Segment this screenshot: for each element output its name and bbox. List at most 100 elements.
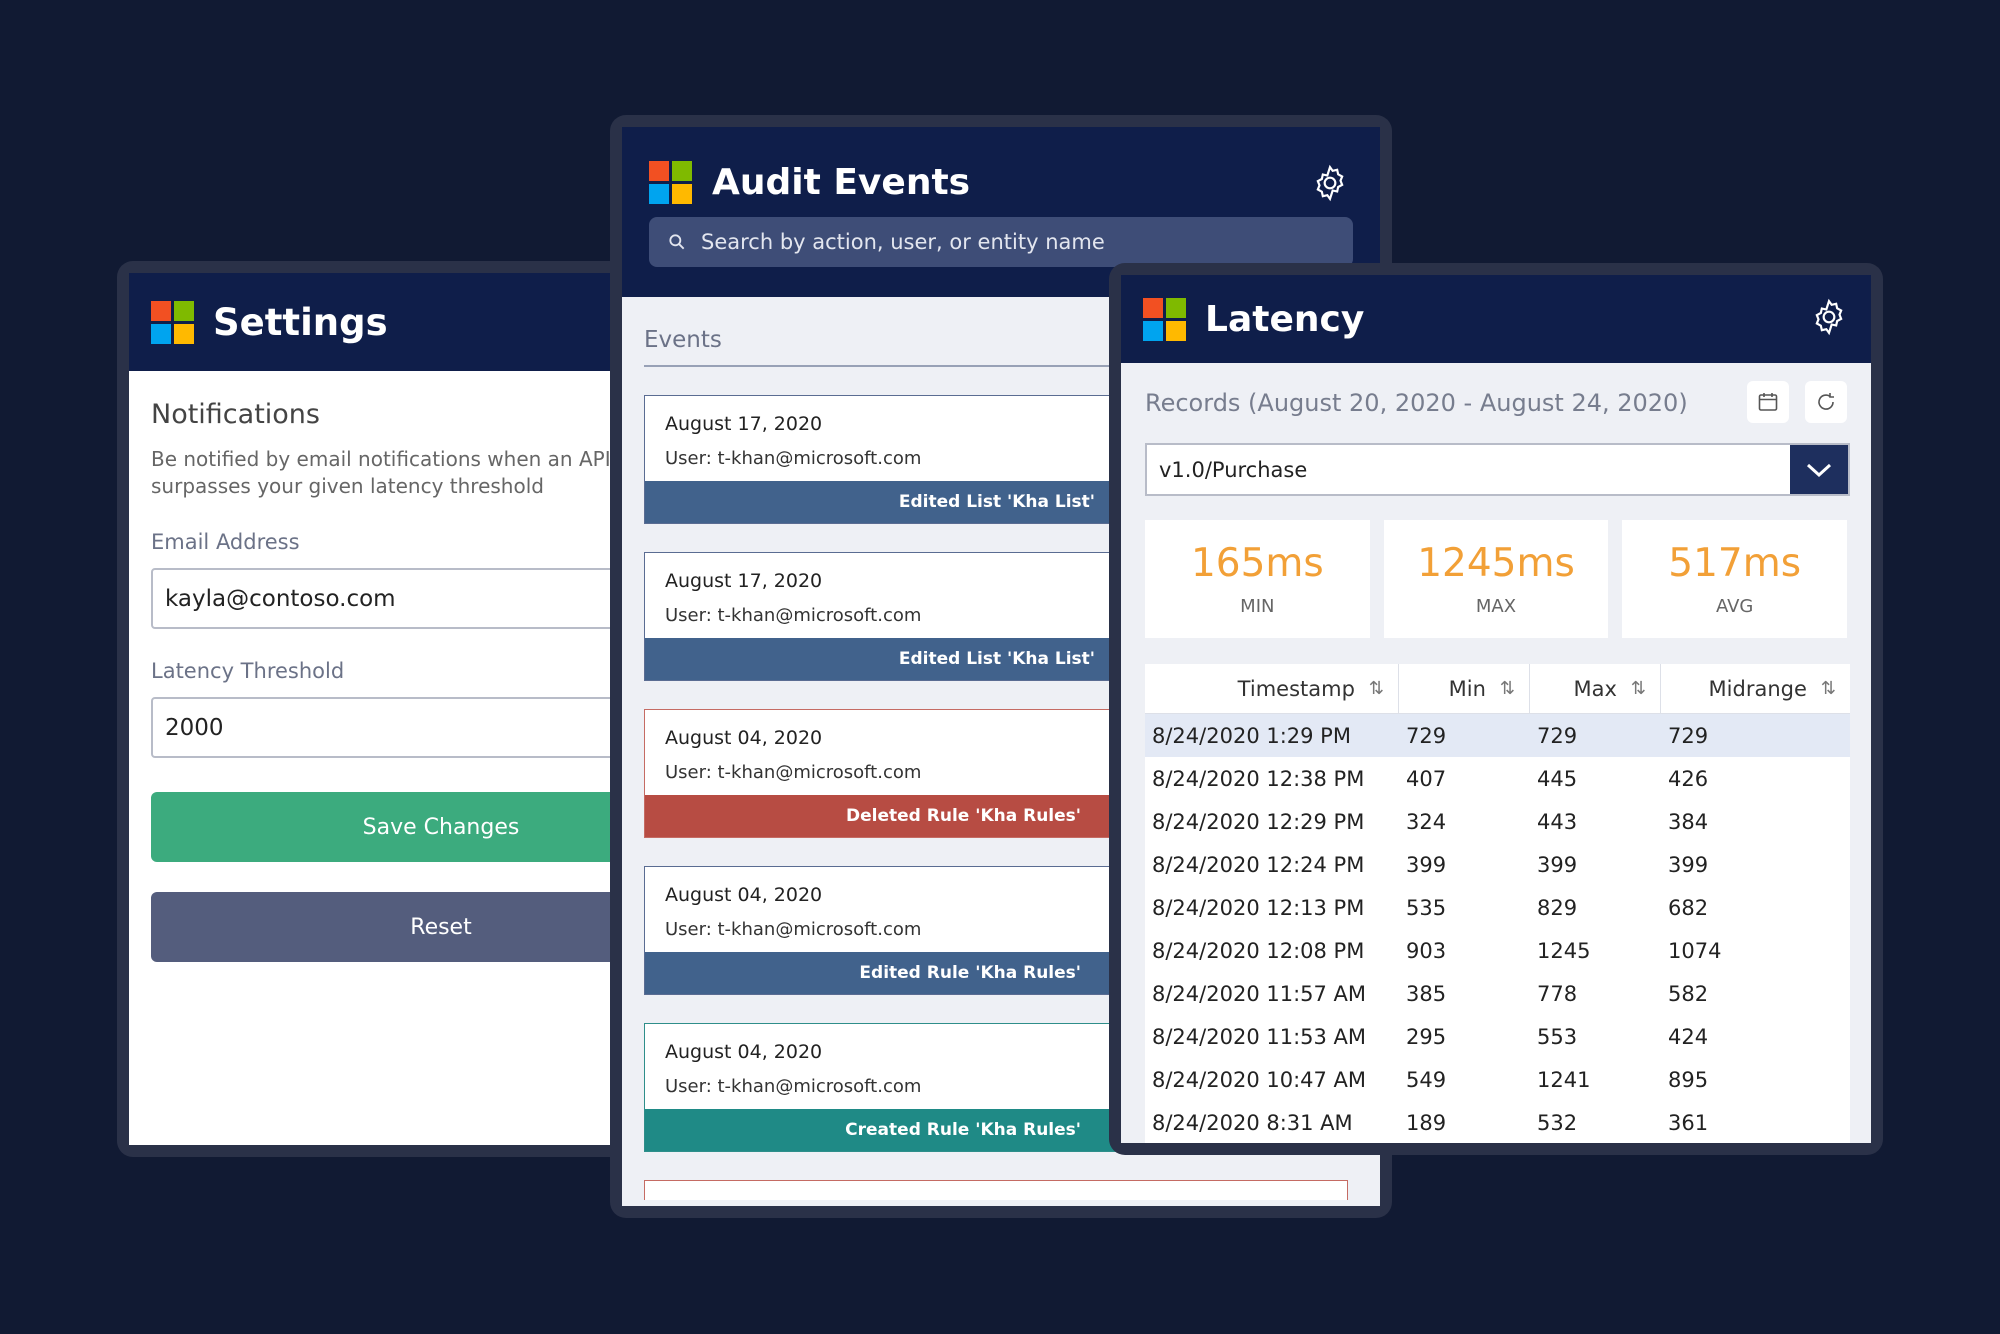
event-user: User: t-khan@microsoft.com <box>665 605 922 626</box>
table-cell: 424 <box>1668 1024 1709 1049</box>
email-field[interactable]: kayla@contoso.com <box>151 568 671 629</box>
search-placeholder: Search by action, user, or entity name <box>701 230 1105 254</box>
search-icon <box>669 234 685 250</box>
table-row[interactable]: 8/24/2020 12:13 PM 535 829 682 <box>1145 886 1850 929</box>
stat-label: MIN <box>1240 596 1275 617</box>
event-user: User: t-khan@microsoft.com <box>665 762 922 783</box>
table-header: Timestamp ⇅ Min ⇅ Max ⇅ Midrange ⇅ <box>1145 664 1850 714</box>
stat-min: 165ms MIN <box>1145 520 1370 638</box>
table-cell: 295 <box>1406 1024 1447 1049</box>
stat-label: MAX <box>1475 596 1517 617</box>
table-cell: 189 <box>1406 1110 1447 1135</box>
table-cell: 8/24/2020 8:31 AM <box>1152 1110 1353 1135</box>
table-cell: 445 <box>1537 766 1578 791</box>
table-cell: 895 <box>1668 1067 1709 1092</box>
table-cell: 1074 <box>1668 938 1722 963</box>
refresh-icon[interactable] <box>1805 381 1847 423</box>
latency-table: Timestamp ⇅ Min ⇅ Max ⇅ Midrange ⇅ 8/24/2020… <box>1145 664 1850 1143</box>
latency-body: Records (August 20, 2020 - August 24, 20… <box>1121 363 1871 1143</box>
event-card-partial <box>644 1180 1348 1200</box>
table-cell: 582 <box>1668 981 1709 1006</box>
stat-avg: 517ms AVG <box>1622 520 1848 638</box>
microsoft-logo-icon <box>1143 297 1186 341</box>
table-cell: 682 <box>1668 895 1709 920</box>
events-heading: Events <box>644 297 1144 367</box>
sort-icon: ⇅ <box>1368 678 1384 699</box>
table-cell: 426 <box>1668 766 1709 791</box>
table-cell: 903 <box>1406 938 1447 963</box>
gear-icon[interactable] <box>1809 297 1849 341</box>
chevron-down-icon[interactable] <box>1790 445 1848 494</box>
table-cell: 385 <box>1406 981 1447 1006</box>
table-cell: 8/24/2020 12:29 PM <box>1152 809 1365 834</box>
stat-max: 1245ms MAX <box>1383 520 1609 638</box>
search-input[interactable]: Search by action, user, or entity name <box>649 217 1353 267</box>
stat-value: 517ms <box>1668 541 1802 586</box>
table-cell: 443 <box>1537 809 1578 834</box>
microsoft-logo-icon <box>151 300 194 344</box>
table-cell: 8/24/2020 10:47 AM <box>1152 1067 1367 1092</box>
column-header-timestamp[interactable]: Timestamp ⇅ <box>1145 664 1399 713</box>
latency-header: Latency <box>1121 275 1871 363</box>
event-date: August 04, 2020 <box>665 727 823 749</box>
event-date: August 04, 2020 <box>665 1041 823 1063</box>
table-row[interactable]: 8/24/2020 11:57 AM 385 778 582 <box>1145 972 1850 1015</box>
stat-label: AVG <box>1715 596 1754 617</box>
notifications-heading: Notifications <box>151 399 320 430</box>
table-cell: 407 <box>1406 766 1447 791</box>
table-row[interactable]: 8/24/2020 12:08 PM 903 1245 1074 <box>1145 929 1850 972</box>
table-cell: 729 <box>1668 723 1709 748</box>
table-row[interactable]: 8/24/2020 11:53 AM 295 553 424 <box>1145 1015 1850 1058</box>
stat-value: 1245ms <box>1417 541 1575 586</box>
table-row[interactable]: 8/24/2020 12:24 PM 399 399 399 <box>1145 843 1850 886</box>
notifications-description: Be notified by email notifications when … <box>151 447 628 498</box>
settings-body: Notifications Be notified by email notif… <box>129 371 695 962</box>
event-date: August 17, 2020 <box>665 570 823 592</box>
table-row[interactable]: 8/24/2020 1:29 PM 729 729 729 <box>1145 714 1850 757</box>
table-cell: 8/24/2020 12:08 PM <box>1152 938 1365 963</box>
table-cell: 553 <box>1537 1024 1578 1049</box>
email-label: Email Address <box>151 530 300 554</box>
table-cell: 384 <box>1668 809 1709 834</box>
table-row[interactable]: 8/24/2020 12:38 PM 407 445 426 <box>1145 757 1850 800</box>
microsoft-logo-icon <box>649 161 692 204</box>
save-changes-button[interactable]: Save Changes <box>151 792 695 862</box>
event-user: User: t-khan@microsoft.com <box>665 448 922 469</box>
sort-icon: ⇅ <box>1630 678 1646 699</box>
table-cell: 535 <box>1406 895 1447 920</box>
table-cell: 829 <box>1537 895 1578 920</box>
table-cell: 399 <box>1537 852 1578 877</box>
table-cell: 549 <box>1406 1067 1447 1092</box>
settings-window: Settings Notifications Be notified by em… <box>129 273 695 1145</box>
table-row[interactable]: 8/24/2020 10:47 AM 549 1241 895 <box>1145 1058 1850 1101</box>
endpoint-select[interactable]: v1.0/Purchase <box>1145 443 1850 496</box>
event-date: August 17, 2020 <box>665 413 823 435</box>
settings-title: Settings <box>213 300 388 344</box>
event-date: August 04, 2020 <box>665 884 823 906</box>
reset-button[interactable]: Reset <box>151 892 695 962</box>
latency-title: Latency <box>1205 298 1365 340</box>
table-row[interactable]: 8/24/2020 12:29 PM 324 443 384 <box>1145 800 1850 843</box>
column-header-max[interactable]: Max ⇅ <box>1530 664 1661 713</box>
table-row[interactable]: 8/24/2020 8:31 AM 189 532 361 <box>1145 1101 1850 1143</box>
latency-threshold-label: Latency Threshold <box>151 659 345 683</box>
settings-panel: Settings Notifications Be notified by em… <box>117 261 707 1157</box>
calendar-icon[interactable] <box>1747 381 1789 423</box>
latency-threshold-field[interactable]: 2000 <box>151 697 671 758</box>
table-cell: 778 <box>1537 981 1578 1006</box>
stat-value: 165ms <box>1190 541 1324 586</box>
column-header-midrange[interactable]: Midrange ⇅ <box>1708 676 1836 701</box>
endpoint-value: v1.0/Purchase <box>1159 457 1308 482</box>
table-cell: 1245 <box>1537 938 1591 963</box>
column-header-min[interactable]: Min ⇅ <box>1399 664 1530 713</box>
stats-row: 165ms MIN 1245ms MAX 517ms AVG <box>1145 520 1848 638</box>
table-cell: 8/24/2020 11:57 AM <box>1152 981 1367 1006</box>
settings-header: Settings <box>129 273 695 371</box>
records-range-label: Records (August 20, 2020 - August 24, 20… <box>1145 389 1688 417</box>
table-cell: 399 <box>1406 852 1447 877</box>
table-cell: 361 <box>1668 1110 1709 1135</box>
table-body: 8/24/2020 1:29 PM 729 729 729 8/24/2020 12:3… <box>1145 714 1850 1143</box>
gear-icon[interactable] <box>1310 163 1350 207</box>
table-cell: 324 <box>1406 809 1447 834</box>
table-cell: 532 <box>1537 1110 1578 1135</box>
